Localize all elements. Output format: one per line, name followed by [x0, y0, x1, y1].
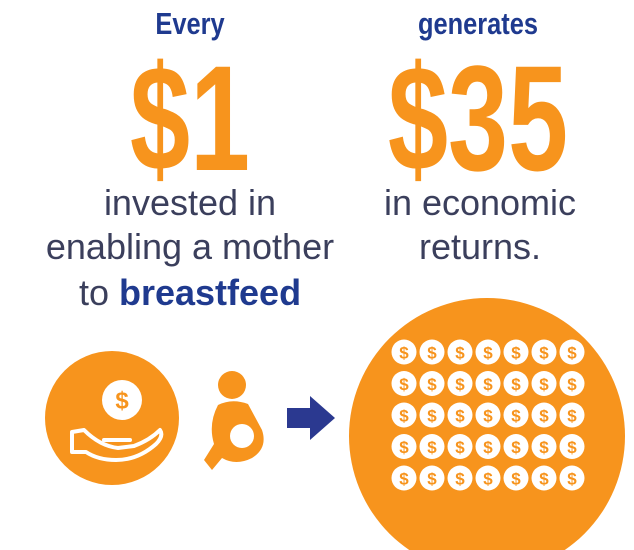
mother-head	[218, 371, 246, 399]
coin-symbol: $	[539, 375, 549, 394]
left-lead: Every	[155, 7, 224, 42]
coin-symbol: $	[567, 344, 577, 363]
coin	[391, 371, 417, 396]
coin-symbol: $	[567, 375, 577, 394]
coin-symbol: $	[399, 375, 409, 394]
coin	[419, 402, 445, 428]
coin	[503, 434, 529, 459]
arrow	[287, 396, 335, 440]
coin	[475, 465, 501, 491]
coin	[503, 339, 529, 365]
coin-symbol: $	[455, 344, 465, 363]
coin-symbol: $	[455, 375, 465, 394]
coin	[447, 434, 473, 459]
coin	[531, 434, 557, 459]
coin	[391, 465, 417, 491]
coin-symbol: $	[567, 438, 577, 457]
coin	[419, 339, 445, 365]
coin	[475, 402, 501, 428]
coin	[503, 402, 529, 428]
right-line: in economic	[384, 182, 576, 223]
coin	[475, 339, 501, 365]
coin-symbol: $	[539, 438, 549, 457]
coin-symbol: $	[427, 344, 437, 363]
hand-coin-symbol: $	[115, 388, 129, 415]
coin	[503, 371, 529, 396]
coin	[419, 371, 445, 396]
coin	[559, 434, 585, 459]
coin-symbol: $	[511, 470, 521, 489]
coin-symbol: $	[427, 470, 437, 489]
hand-icon	[70, 428, 164, 462]
right-line: returns.	[419, 226, 541, 267]
left-amount: $1	[130, 35, 250, 203]
coin-symbol: $	[427, 407, 437, 426]
coin-symbol: $	[567, 470, 577, 489]
coin	[419, 434, 445, 459]
coin-symbol: $	[483, 438, 493, 457]
coin	[419, 465, 445, 491]
coin-symbol: $	[539, 407, 549, 426]
coin	[447, 402, 473, 428]
coin-symbol: $	[511, 407, 521, 426]
coin-symbol: $	[483, 470, 493, 489]
coin-symbol: $	[483, 407, 493, 426]
coin-symbol: $	[427, 375, 437, 394]
coin	[475, 434, 501, 459]
coin	[447, 371, 473, 396]
coin	[531, 402, 557, 428]
coin-symbol: $	[399, 470, 409, 489]
coin	[531, 339, 557, 365]
left-last-bold: breastfeed	[119, 272, 301, 313]
coin-symbol: $	[511, 344, 521, 363]
coin-symbol: $	[455, 438, 465, 457]
hand-coin	[102, 380, 142, 420]
left-last-line: to breastfeed	[79, 272, 301, 313]
left-line: invested in	[104, 182, 276, 223]
right-lead: generates	[418, 7, 538, 42]
coin	[531, 371, 557, 396]
coin-symbol: $	[399, 438, 409, 457]
coin-symbol: $	[455, 470, 465, 489]
coin-symbol: $	[427, 438, 437, 457]
coin-symbol: $	[483, 344, 493, 363]
baby-head	[230, 424, 254, 448]
left-line: enabling a mother	[46, 226, 334, 267]
coin-symbol: $	[567, 407, 577, 426]
coin-symbol: $	[455, 407, 465, 426]
coin	[531, 465, 557, 491]
coin	[559, 402, 585, 428]
coin-symbol: $	[539, 470, 549, 489]
coin-symbol: $	[483, 375, 493, 394]
coin	[475, 371, 501, 396]
coin-symbol: $	[511, 438, 521, 457]
left-last-prefix: to	[79, 272, 109, 313]
coin	[559, 339, 585, 365]
coin	[447, 339, 473, 365]
coin-symbol: $	[539, 344, 549, 363]
hand-circle	[45, 351, 179, 485]
coin-symbol: $	[399, 407, 409, 426]
coin-symbol: $	[511, 375, 521, 394]
right-amount: $35	[388, 35, 568, 203]
coin	[447, 465, 473, 491]
coin	[503, 465, 529, 491]
coin	[559, 465, 585, 491]
coin	[391, 434, 417, 459]
coin	[391, 339, 417, 365]
coin-symbol: $	[399, 344, 409, 363]
coin-grid: $ $ $ $ $ $ $ $ $ $ $ $ $ $ $ $ $ $ $ $ $ $ $ $ $ $ $ $ $ $ $ $ $ $ $	[391, 339, 585, 491]
coin	[559, 371, 585, 396]
coin	[391, 402, 417, 428]
